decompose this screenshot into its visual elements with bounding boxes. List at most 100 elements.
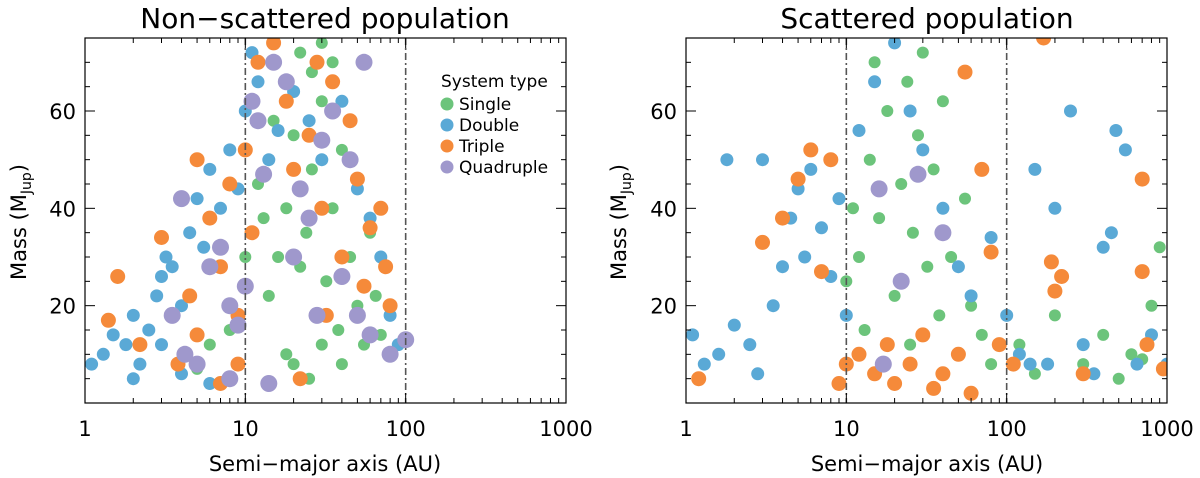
left-point-triple — [154, 230, 169, 245]
left-point-single — [239, 251, 252, 263]
right-point-single — [1112, 372, 1125, 385]
right-x-tick-label: 100 — [987, 417, 1027, 441]
right-scatter-panel: Scattered population 1 10 100 1000 20 40 60 S… — [607, 2, 1194, 476]
legend-marker-single — [440, 97, 454, 111]
right-panel-title: Scattered population — [780, 2, 1073, 35]
right-point-double — [903, 104, 917, 118]
right-y-tick-label: 60 — [650, 100, 677, 124]
right-point-triple — [915, 327, 931, 343]
right-point-triple — [1134, 264, 1150, 280]
left-point-double — [197, 240, 211, 254]
left-point-quadruple — [333, 268, 351, 285]
right-point-double — [804, 162, 818, 176]
right-point-triple — [823, 152, 839, 168]
right-point-single — [912, 129, 924, 142]
left-point-single — [335, 143, 348, 156]
right-point-triple — [983, 244, 999, 260]
left-point-single — [287, 358, 300, 371]
left-point-quadruple — [260, 375, 278, 392]
left-point-triple — [202, 210, 218, 226]
right-point-double — [936, 201, 950, 215]
right-point-triple — [879, 337, 895, 353]
left-point-single — [315, 338, 328, 351]
right-point-triple — [1005, 356, 1021, 372]
right-point-double — [1130, 357, 1144, 371]
left-point-triple — [189, 152, 205, 168]
left-point-double — [183, 226, 197, 240]
left-point-triple — [189, 327, 205, 343]
right-panel-x-tick-labels: 1 10 100 1000 — [679, 417, 1193, 441]
right-point-quadruple — [934, 224, 952, 242]
left-point-quadruple — [265, 53, 283, 71]
right-point-single — [1013, 338, 1026, 351]
right-point-double — [839, 308, 853, 322]
left-point-quadruple — [341, 151, 359, 169]
right-point-single — [888, 289, 901, 302]
left-point-single — [305, 163, 318, 176]
right-point-quadruple — [909, 165, 927, 183]
right-x-tick-label: 10 — [833, 417, 860, 441]
right-point-double — [868, 75, 882, 89]
right-point-single — [1125, 348, 1138, 361]
left-point-double — [203, 162, 217, 176]
left-point-quadruple — [348, 306, 366, 324]
right-point-triple — [851, 346, 867, 362]
right-point-double — [1028, 162, 1042, 176]
right-point-triple — [1043, 254, 1059, 270]
left-point-triple — [342, 113, 358, 129]
left-point-triple — [356, 278, 372, 294]
left-point-single — [326, 56, 339, 69]
left-point-quadruple — [173, 190, 190, 208]
right-point-double — [1041, 357, 1055, 371]
left-point-double — [335, 94, 349, 108]
right-point-single — [959, 192, 971, 205]
right-point-triple — [755, 234, 770, 250]
left-x-tick-label: 1000 — [539, 417, 592, 441]
right-panel-points — [686, 38, 1167, 401]
right-point-double — [720, 153, 734, 167]
left-point-single — [332, 324, 345, 336]
right-point-quadruple — [870, 180, 888, 198]
right-point-double — [766, 299, 780, 313]
right-point-triple — [775, 210, 790, 226]
left-point-quadruple — [255, 165, 273, 183]
left-point-single — [320, 275, 333, 288]
left-point-quadruple — [212, 238, 229, 256]
left-point-double — [96, 347, 110, 361]
left-point-double — [214, 201, 227, 215]
left-point-triple — [314, 200, 330, 216]
left-point-quadruple — [229, 316, 247, 334]
right-point-double — [756, 153, 769, 167]
left-point-single — [300, 226, 313, 239]
left-point-double — [175, 299, 188, 313]
right-point-double — [1023, 357, 1037, 371]
right-point-triple — [957, 64, 973, 80]
legend-marker-quadruple — [440, 160, 454, 174]
left-point-single — [287, 129, 300, 142]
left-point-double — [165, 260, 179, 274]
right-point-double — [1087, 367, 1101, 381]
left-point-triple — [286, 161, 302, 177]
left-point-double — [251, 75, 265, 89]
right-panel-ticks — [685, 38, 1167, 403]
right-point-double — [1064, 104, 1077, 118]
left-point-single — [315, 95, 328, 108]
legend-label-single: Single — [459, 95, 511, 115]
left-point-quadruple — [291, 180, 309, 198]
left-point-quadruple — [355, 53, 373, 71]
left-point-double — [119, 338, 133, 352]
right-point-double — [1118, 143, 1132, 157]
right-point-double — [852, 124, 866, 137]
right-point-single — [921, 260, 934, 273]
left-panel-reference-lines — [244, 38, 407, 403]
left-panel-points — [85, 38, 415, 392]
left-point-double — [223, 143, 237, 157]
right-point-double — [1096, 240, 1110, 254]
left-x-tick-label: 1 — [78, 417, 91, 441]
left-point-double — [155, 338, 168, 352]
legend-label-quadruple: Quadruple — [459, 158, 548, 178]
right-point-single — [858, 324, 871, 336]
right-point-double — [984, 231, 998, 244]
right-point-triple — [935, 366, 951, 382]
legend-entry-double: Double — [440, 116, 519, 136]
